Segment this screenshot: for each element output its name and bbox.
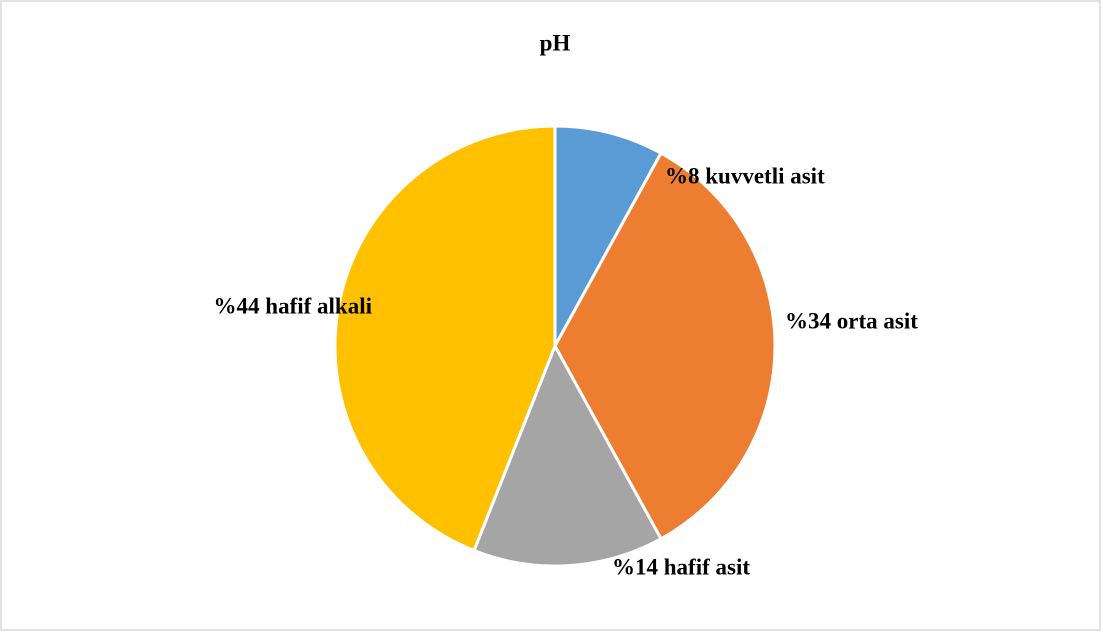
pie-slice	[553, 124, 664, 347]
pie-slice	[472, 342, 664, 568]
pie-slice	[553, 151, 777, 541]
chart-title: pH	[540, 30, 571, 55]
data-label: %44 hafif alkali	[214, 293, 373, 318]
pie-slice	[333, 124, 557, 553]
data-label: %8 kuvvetli asit	[665, 163, 825, 188]
data-label: %34 orta asit	[785, 308, 918, 333]
data-label: %14 hafif asit	[612, 554, 750, 579]
